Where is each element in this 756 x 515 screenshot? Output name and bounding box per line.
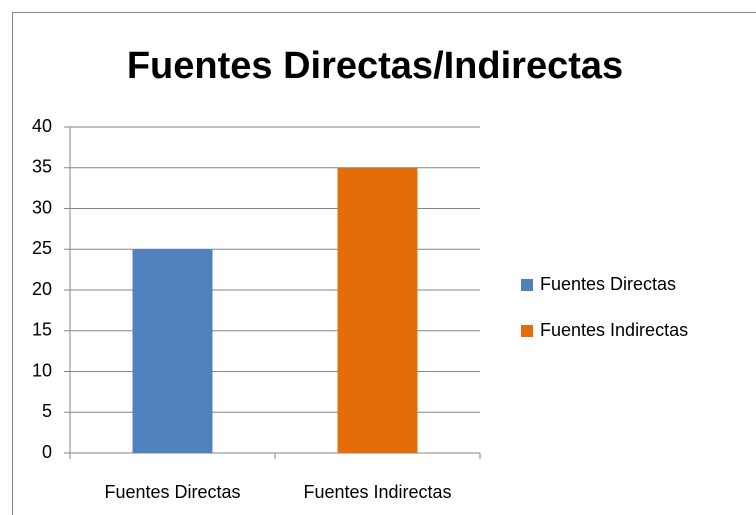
- x-tick-label: Fuentes Indirectas: [303, 482, 451, 502]
- y-tick-label: 35: [32, 157, 52, 177]
- y-tick-label: 15: [32, 320, 52, 340]
- y-tick-label: 30: [32, 197, 52, 217]
- y-tick-label: 10: [32, 360, 52, 380]
- chart-title: Fuentes Directas/Indirectas: [127, 45, 623, 87]
- y-tick-label: 0: [42, 442, 52, 462]
- legend-swatch: [521, 279, 533, 291]
- y-tick-label: 25: [32, 238, 52, 258]
- y-tick-label: 40: [32, 116, 52, 136]
- y-tick-label: 5: [42, 401, 52, 421]
- y-tick-label: 20: [32, 279, 52, 299]
- bar: [132, 249, 213, 453]
- legend-swatch: [521, 325, 533, 337]
- bar: [337, 167, 418, 453]
- x-tick-label: Fuentes Directas: [104, 482, 240, 502]
- legend-label: Fuentes Indirectas: [540, 320, 688, 340]
- legend-label: Fuentes Directas: [540, 274, 676, 294]
